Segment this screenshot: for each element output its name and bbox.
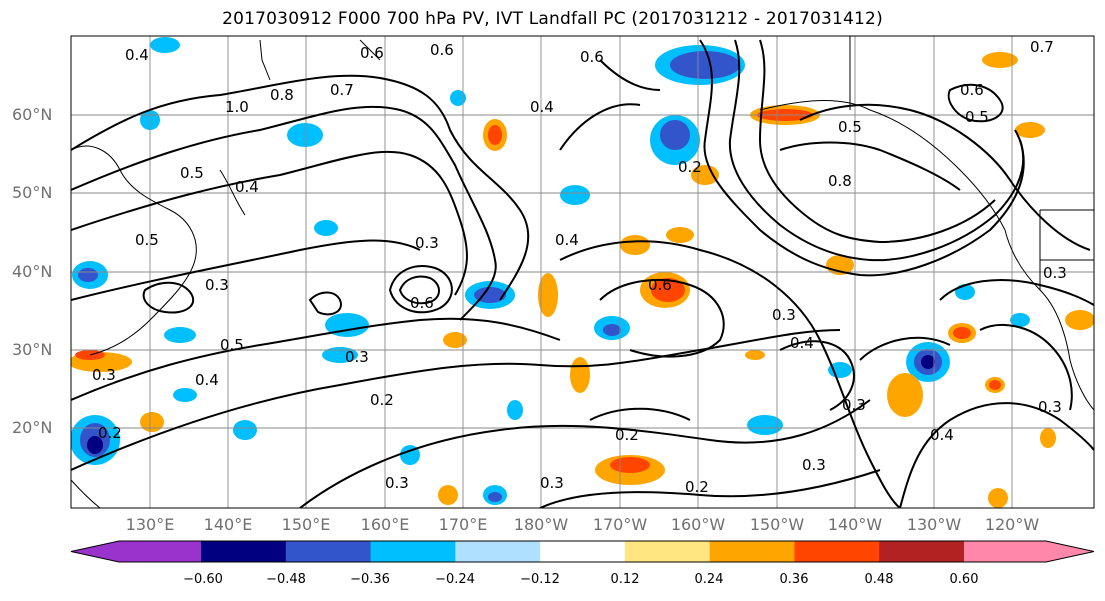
contour-label: 0.4 bbox=[125, 46, 149, 64]
contour-label: 0.8 bbox=[828, 172, 852, 190]
contour-label-group: 0.4 0.6 0.7 0.8 1.0 0.5 0.4 0.6 0.6 0.4 … bbox=[92, 38, 1067, 496]
colorbar-tick-label: −0.48 bbox=[266, 572, 306, 587]
colorbar-swatch bbox=[201, 541, 287, 562]
contour-label: 0.4 bbox=[235, 178, 259, 196]
contour-label: 0.3 bbox=[415, 234, 439, 252]
contour-label: 0.3 bbox=[385, 474, 409, 492]
lat-label-40n: 40°N bbox=[12, 262, 53, 281]
colorbar-tick-label: 0.60 bbox=[949, 572, 979, 587]
contour-label: 0.8 bbox=[270, 86, 294, 104]
contour-label: 0.4 bbox=[790, 334, 814, 352]
lon-label-180w: 180°W bbox=[513, 515, 569, 534]
lon-label-140w: 140°W bbox=[827, 515, 883, 534]
contour-label: 0.6 bbox=[648, 276, 672, 294]
lon-label-150e: 150°E bbox=[281, 515, 331, 534]
contour-label: 0.5 bbox=[135, 231, 159, 249]
contour-label: 0.6 bbox=[410, 294, 434, 312]
contour-label: 0.4 bbox=[555, 231, 579, 249]
lon-label-150w: 150°W bbox=[749, 515, 805, 534]
contour-label: 0.3 bbox=[802, 456, 826, 474]
colorbar-tick-label: −0.60 bbox=[183, 572, 223, 587]
colorbar-swatch bbox=[964, 541, 1094, 562]
contour-label: 0.4 bbox=[530, 98, 554, 116]
colorbar-swatch bbox=[455, 541, 541, 562]
contour-label: 0.3 bbox=[540, 474, 564, 492]
contour-label: 0.3 bbox=[772, 306, 796, 324]
colorbar-tick-label: 0.24 bbox=[694, 572, 724, 587]
colorbar-swatch bbox=[624, 541, 711, 562]
contour-label: 0.5 bbox=[838, 118, 862, 136]
contour-label: 0.4 bbox=[195, 371, 219, 389]
contour-label: 0.6 bbox=[430, 41, 454, 59]
contour-label: 0.7 bbox=[1030, 38, 1054, 56]
lon-label-160w: 160°W bbox=[670, 515, 726, 534]
contour-label: 0.3 bbox=[1043, 264, 1067, 282]
contour-label: 0.3 bbox=[92, 366, 116, 384]
contour-label: 0.3 bbox=[842, 396, 866, 414]
map-title: 2017030912 F000 700 hPa PV, IVT Landfall… bbox=[222, 9, 883, 29]
contour-label: 0.2 bbox=[685, 478, 709, 496]
colorbar-tick-label: −0.12 bbox=[520, 572, 560, 587]
pv-anomaly-fill bbox=[71, 37, 1094, 508]
contour-label: 0.3 bbox=[205, 276, 229, 294]
colorbar-swatch bbox=[879, 541, 965, 562]
colorbar bbox=[70, 540, 1095, 563]
lat-label-30n: 30°N bbox=[12, 340, 53, 359]
colorbar-swatch bbox=[71, 541, 201, 562]
colorbar-outline bbox=[70, 540, 1095, 563]
colorbar-swatch bbox=[540, 541, 626, 562]
colorbar-tick-label: 0.12 bbox=[610, 572, 640, 587]
coastlines bbox=[71, 36, 1094, 508]
contour-label: 0.2 bbox=[678, 158, 702, 176]
contour-label: 0.6 bbox=[360, 44, 384, 62]
contour-label: 1.0 bbox=[225, 98, 249, 116]
contour-label: 0.6 bbox=[580, 48, 604, 66]
contour-label: 0.3 bbox=[1038, 398, 1062, 416]
contour-label: 0.3 bbox=[345, 348, 369, 366]
contour-label: 0.2 bbox=[615, 426, 639, 444]
contour-label: 0.2 bbox=[370, 391, 394, 409]
lat-label-20n: 20°N bbox=[12, 418, 53, 437]
contour-label: 0.4 bbox=[930, 426, 954, 444]
lon-label-170e: 170°E bbox=[438, 515, 488, 534]
lon-label-130w: 130°W bbox=[906, 515, 962, 534]
map-frame bbox=[70, 35, 1095, 509]
colorbar-tick-label: 0.36 bbox=[779, 572, 809, 587]
colorbar-tick-label: 0.48 bbox=[864, 572, 894, 587]
lon-label-140e: 140°E bbox=[203, 515, 253, 534]
ivt-contours bbox=[71, 39, 1094, 508]
contour-label: 0.6 bbox=[960, 81, 984, 99]
lon-label-170w: 170°W bbox=[592, 515, 648, 534]
contour-label: 0.5 bbox=[965, 108, 989, 126]
graticule bbox=[71, 36, 1094, 508]
colorbar-swatch bbox=[794, 541, 880, 562]
colorbar-tick-label: −0.36 bbox=[350, 572, 390, 587]
colorbar-swatch bbox=[370, 541, 456, 562]
lat-label-50n: 50°N bbox=[12, 183, 53, 202]
colorbar-tick-label: −0.24 bbox=[435, 572, 475, 587]
colorbar-swatch bbox=[709, 541, 795, 562]
lat-label-60n: 60°N bbox=[12, 105, 53, 124]
contour-label: 0.2 bbox=[98, 424, 122, 442]
lon-label-120w: 120°W bbox=[984, 515, 1040, 534]
colorbar-swatch bbox=[285, 541, 372, 562]
lon-label-130e: 130°E bbox=[125, 515, 175, 534]
lon-label-160e: 160°E bbox=[360, 515, 410, 534]
contour-label: 0.5 bbox=[180, 164, 204, 182]
contour-label: 0.5 bbox=[220, 336, 244, 354]
contour-label: 0.7 bbox=[330, 81, 354, 99]
